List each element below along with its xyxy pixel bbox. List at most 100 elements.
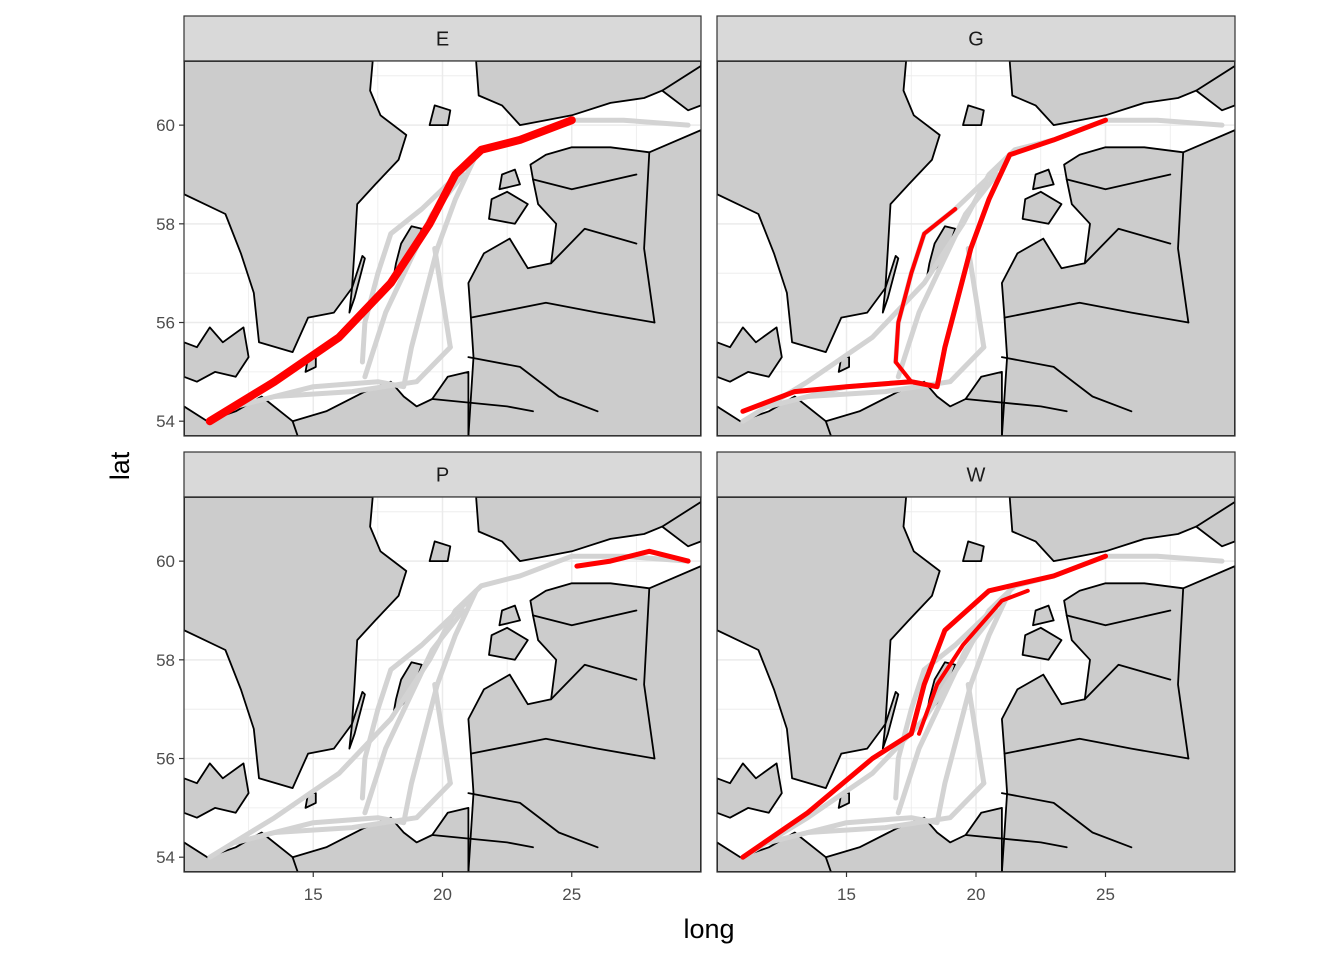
map-area: [717, 497, 1235, 872]
background-track: [362, 608, 466, 816]
country-border: [467, 356, 599, 413]
country-border: [824, 420, 832, 436]
country-border: [291, 420, 299, 436]
land-denmark: [184, 762, 250, 819]
land-hiiumaa: [498, 168, 521, 191]
map-area: [717, 61, 1235, 436]
background-track: [233, 588, 479, 845]
country-border: [1083, 227, 1172, 265]
country-border: [643, 151, 656, 324]
country-border: [1065, 173, 1172, 191]
country-border: [1003, 737, 1190, 760]
country-border: [1001, 356, 1133, 413]
highlight-track-W: [740, 553, 1108, 860]
highlight-track-G: [740, 117, 1108, 414]
land-oland: [348, 691, 366, 750]
x-tick-label: 20: [967, 885, 986, 904]
country-border: [469, 301, 656, 324]
land-saaremaa: [1021, 190, 1063, 225]
land-denmark: [184, 326, 250, 383]
highlight-track-G-branch: [893, 207, 958, 384]
facet-strip-label: P: [436, 465, 449, 487]
country-border: [1003, 301, 1190, 324]
land-saaremaa: [488, 626, 529, 661]
land-saaremaa: [1021, 626, 1063, 661]
country-border: [1177, 151, 1190, 324]
highlight-track-E: [205, 116, 576, 426]
facet-strip-label: E: [436, 29, 449, 51]
highlight-track-W-branch: [917, 588, 1030, 736]
panel-border: [716, 60, 1236, 437]
land-hiiumaa: [498, 604, 521, 627]
map-area: [184, 61, 701, 436]
country-border: [964, 834, 1068, 849]
y-axis-title: lat: [105, 451, 135, 480]
land-oland: [881, 691, 900, 750]
background-track: [805, 344, 987, 399]
background-track: [233, 152, 479, 409]
land-finland: [475, 61, 701, 126]
land-denmark: [717, 326, 783, 383]
country-border: [1001, 792, 1133, 849]
highlight-track-P: [574, 548, 691, 569]
land-aland: [962, 540, 985, 562]
facet-strip: [716, 15, 1236, 62]
background-track: [893, 598, 1005, 801]
y-tick-label: 54: [156, 412, 175, 431]
background-track: [766, 588, 1013, 845]
land-hiiumaa: [1032, 168, 1055, 191]
country-border: [661, 65, 701, 92]
country-border: [431, 834, 534, 849]
background-track: [895, 172, 1000, 380]
panel-G: G: [716, 15, 1236, 437]
country-border: [532, 609, 638, 627]
land-aland: [428, 540, 452, 562]
background-track: [359, 162, 471, 365]
country-border: [824, 856, 832, 872]
country-border: [643, 587, 656, 760]
y-tick-label: 58: [156, 215, 175, 234]
land-finland: [1008, 497, 1235, 562]
background-track: [272, 780, 453, 835]
x-tick-label: 25: [562, 885, 581, 904]
x-tick-label: 15: [304, 885, 323, 904]
country-border: [550, 227, 638, 265]
background-track: [272, 344, 453, 399]
country-border: [1065, 609, 1172, 627]
background-track: [432, 682, 453, 786]
background-track: [895, 608, 1000, 816]
country-border: [1195, 65, 1235, 92]
x-tick-label: 20: [433, 885, 452, 904]
country-border: [467, 792, 599, 849]
y-tick-label: 56: [156, 314, 175, 333]
panel-border: [183, 60, 702, 437]
land-finland: [1008, 61, 1235, 126]
background-track: [805, 780, 987, 835]
country-border: [661, 500, 701, 528]
y-tick-label: 60: [156, 116, 175, 135]
land-denmark: [717, 762, 783, 819]
panels-layer: E 54 56 58 60 G P 54 56 58 60 15 20 25 W 15 20 25: [156, 15, 1236, 904]
land-aland: [428, 104, 452, 126]
facet-strip: [183, 15, 702, 62]
y-tick-label: 54: [156, 848, 175, 867]
country-border: [1083, 663, 1172, 701]
land-oland: [348, 254, 366, 314]
facet-strip: [716, 451, 1236, 498]
country-border: [550, 663, 638, 701]
panel-P: P 54 56 58 60 15 20 25: [156, 451, 702, 904]
country-border: [964, 398, 1068, 413]
facet-strip-label: W: [967, 465, 986, 487]
land-oland: [881, 254, 900, 314]
x-tick-label: 25: [1096, 885, 1115, 904]
country-border: [469, 737, 656, 760]
x-axis-title: long: [683, 914, 734, 944]
y-tick-label: 56: [156, 750, 175, 769]
country-border: [1177, 587, 1190, 760]
country-border: [532, 173, 638, 191]
land-aland: [962, 104, 985, 126]
panel-E: E 54 56 58 60: [156, 15, 702, 437]
background-track: [432, 246, 453, 350]
background-track: [965, 246, 987, 350]
country-border: [431, 398, 534, 413]
